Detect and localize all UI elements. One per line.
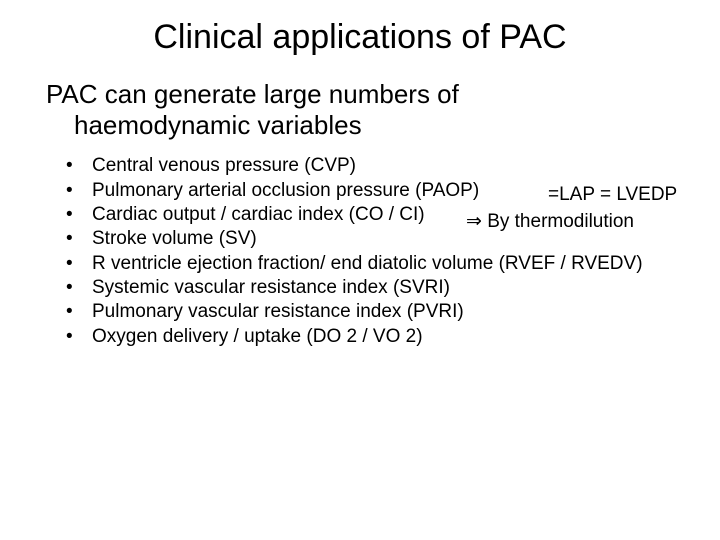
- slide: Clinical applications of PAC PAC can gen…: [0, 0, 720, 540]
- list-item: Oxygen delivery / uptake (DO 2 / VO 2): [66, 325, 680, 349]
- annotation-lap-lvedp: =LAP = LVEDP: [548, 184, 677, 206]
- subtitle-line-1: PAC can generate large numbers of: [46, 79, 459, 109]
- list-item: Systemic vascular resistance index (SVRI…: [66, 276, 680, 300]
- annotation-thermodilution: ⇒ By thermodilution: [466, 210, 634, 233]
- slide-subtitle: PAC can generate large numbers of haemod…: [40, 79, 680, 140]
- list-item: R ventricle ejection fraction/ end diato…: [66, 252, 680, 276]
- arrow-icon: ⇒: [466, 211, 482, 232]
- subtitle-line-2: haemodynamic variables: [46, 110, 680, 141]
- slide-title: Clinical applications of PAC: [70, 18, 650, 57]
- list-item: Pulmonary vascular resistance index (PVR…: [66, 300, 680, 324]
- list-item: Central venous pressure (CVP): [66, 154, 680, 178]
- annotation-thermodilution-text: By thermodilution: [482, 211, 634, 232]
